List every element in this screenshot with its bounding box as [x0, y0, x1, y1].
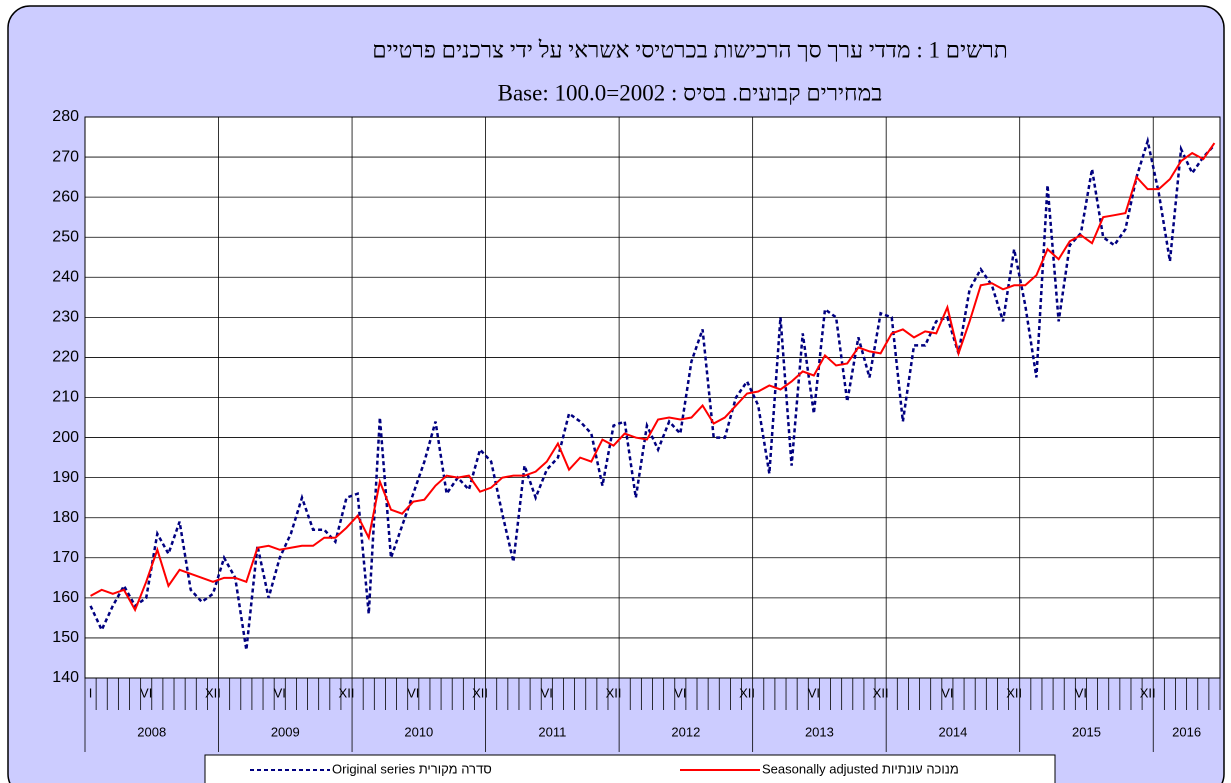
x-tick-label: VI [941, 685, 953, 700]
x-tick-label: XII [606, 685, 622, 700]
y-tick-label: 230 [52, 309, 79, 326]
y-tick-label: 160 [52, 589, 79, 606]
year-label: 2009 [271, 724, 300, 739]
legend [204, 754, 1056, 783]
x-tick-label: XII [472, 685, 488, 700]
y-tick-label: 140 [52, 669, 79, 686]
year-label: 2012 [671, 724, 700, 739]
y-tick-label: 210 [52, 389, 79, 406]
x-tick-label: VI [140, 685, 152, 700]
chart-subtitle: במחירים קבועים. בסיס : 2002=100.0 :Base [498, 80, 883, 105]
x-tick-label: XII [1140, 685, 1156, 700]
year-label: 2008 [137, 724, 166, 739]
y-tick-label: 260 [52, 188, 79, 205]
year-label: 2016 [1172, 724, 1201, 739]
legend-label: Original series סדרה מקורית [332, 761, 492, 776]
y-tick-label: 150 [52, 629, 79, 646]
legend-label: Seasonally adjusted מנוכה עונתיות [762, 761, 959, 776]
chart-title: תרשים 1 : מדדי ערך סך הרכישות בכרטיסי אש… [372, 37, 1008, 62]
x-tick-label: XII [739, 685, 755, 700]
y-tick-label: 220 [52, 349, 79, 366]
x-tick-label: I [89, 685, 93, 700]
x-tick-label: VI [808, 685, 820, 700]
y-tick-label: 240 [52, 269, 79, 286]
y-tick-label: 200 [52, 429, 79, 446]
y-tick-label: 280 [52, 108, 79, 125]
x-tick-label: XII [339, 685, 355, 700]
x-tick-label: XII [1006, 685, 1022, 700]
year-label: 2010 [404, 724, 433, 739]
series-line [90, 142, 1216, 613]
series-line [89, 136, 1216, 651]
y-tick-label: 270 [52, 148, 79, 165]
year-label: 2013 [805, 724, 834, 739]
x-tick-label: VI [1075, 685, 1087, 700]
y-tick-label: 190 [52, 469, 79, 486]
y-tick-label: 250 [52, 228, 79, 245]
x-tick-label: VI [541, 685, 553, 700]
x-tick-label: VI [274, 685, 286, 700]
year-label: 2015 [1072, 724, 1101, 739]
year-label: 2011 [538, 724, 566, 739]
x-tick-label: XII [205, 685, 221, 700]
y-tick-label: 170 [52, 549, 79, 566]
x-tick-label: VI [407, 685, 419, 700]
x-tick-label: VI [674, 685, 686, 700]
x-tick-label: XII [873, 685, 889, 700]
year-label: 2014 [938, 724, 967, 739]
y-tick-label: 180 [52, 509, 79, 526]
